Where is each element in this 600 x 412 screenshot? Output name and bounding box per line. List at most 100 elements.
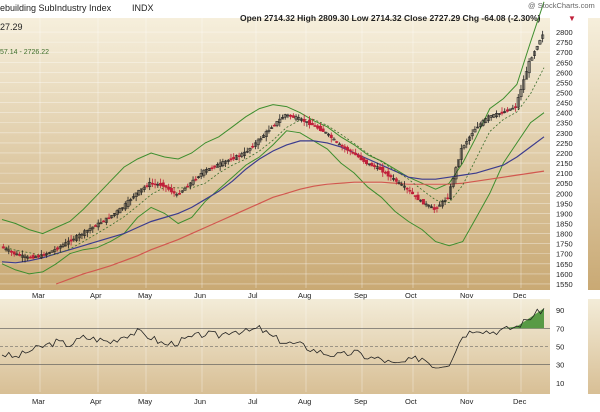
candle-body xyxy=(42,253,46,256)
candle-body xyxy=(430,206,434,209)
month-tick-label: Jul xyxy=(248,291,258,300)
candle-body xyxy=(443,200,447,202)
price-tick-label: 2600 xyxy=(556,68,573,77)
last-value: 27.29 xyxy=(0,22,23,32)
candle-body xyxy=(321,128,325,132)
candle-body xyxy=(129,199,133,202)
candle-body xyxy=(308,120,312,126)
candle-body xyxy=(476,126,480,129)
candle-body xyxy=(305,121,309,123)
candle-body xyxy=(93,225,97,227)
candle-body xyxy=(473,128,477,133)
candle-body xyxy=(408,189,412,192)
candle-body xyxy=(245,150,249,153)
candle-body xyxy=(126,200,130,207)
candle-body xyxy=(497,113,501,115)
candle-body xyxy=(237,155,241,157)
month-tick-label: Dec xyxy=(513,291,527,300)
candle-body xyxy=(538,40,542,45)
candle-body xyxy=(527,60,531,74)
candle-body xyxy=(207,167,211,171)
candle-body xyxy=(83,230,87,236)
candle-body xyxy=(80,233,84,236)
rsi-tick-label: 30 xyxy=(556,361,564,370)
header-exchange: INDX xyxy=(132,3,154,13)
candle-body xyxy=(183,187,187,191)
candle-body xyxy=(470,133,474,137)
candle-body xyxy=(386,171,390,177)
candle-body xyxy=(457,159,461,167)
candle-body xyxy=(191,179,195,185)
candle-body xyxy=(316,125,320,129)
candle-body xyxy=(516,97,520,108)
price-tick-label: 1850 xyxy=(556,220,573,229)
candle-body xyxy=(419,199,423,202)
thumbnail-panel xyxy=(588,18,600,290)
candle-body xyxy=(402,185,406,188)
price-tick-label: 2750 xyxy=(556,38,573,47)
month-tick-label: Aug xyxy=(298,291,311,300)
candle-body xyxy=(142,186,146,190)
candle-body xyxy=(199,173,203,177)
candle-body xyxy=(367,163,371,166)
candle-body xyxy=(47,252,51,254)
candle-body xyxy=(77,234,81,239)
candle-body xyxy=(381,166,385,173)
candle-body xyxy=(167,186,171,190)
candle-body xyxy=(229,158,233,161)
candle-body xyxy=(283,114,287,118)
month-tick-label: Jun xyxy=(194,291,206,300)
candle-body xyxy=(31,255,35,259)
candle-body xyxy=(123,203,127,210)
candle-body xyxy=(267,129,271,132)
candle-body xyxy=(148,181,152,188)
candle-body xyxy=(535,46,539,50)
candle-body xyxy=(156,183,160,186)
candle-body xyxy=(12,251,16,255)
candle-body xyxy=(188,182,192,187)
month-tick-label: Oct xyxy=(405,291,418,300)
candle-body xyxy=(438,204,442,207)
candle-body xyxy=(112,213,116,216)
candle-body xyxy=(20,254,24,258)
price-tick-label: 1550 xyxy=(556,280,573,289)
candle-body xyxy=(329,134,333,139)
rsi-month-tick-label: Jul xyxy=(248,397,258,406)
candle-body xyxy=(449,186,453,199)
price-tick-label: 2650 xyxy=(556,58,573,67)
rsi-month-tick-label: Jun xyxy=(194,397,206,406)
candle-body xyxy=(522,79,526,90)
ma-long-line xyxy=(55,170,545,285)
price-tick-label: 2100 xyxy=(556,169,573,178)
candle-body xyxy=(421,199,425,205)
candle-body xyxy=(137,189,141,196)
candle-body xyxy=(289,114,293,117)
candle-body xyxy=(465,141,469,145)
rsi-tick-label: 50 xyxy=(556,343,564,352)
price-tick-label: 2500 xyxy=(556,89,573,98)
price-tick-label: 2250 xyxy=(556,139,573,148)
flag-symbol: ▼ xyxy=(568,14,576,23)
price-tick-label: 2200 xyxy=(556,149,573,158)
price-tick-label: 2300 xyxy=(556,129,573,138)
rsi-month-tick-label: Aug xyxy=(298,397,311,406)
candle-body xyxy=(451,178,455,187)
rsi-line xyxy=(1,308,545,369)
candle-body xyxy=(313,125,317,127)
candle-body xyxy=(503,111,507,113)
price-tick-label: 2400 xyxy=(556,109,573,118)
candle-body xyxy=(280,117,284,120)
candle-body xyxy=(337,143,341,146)
candle-body xyxy=(259,138,263,141)
price-tick-label: 1650 xyxy=(556,260,573,269)
price-tick-label: 2450 xyxy=(556,99,573,108)
rsi-month-tick-label: Apr xyxy=(90,397,102,406)
candle-body xyxy=(72,238,76,241)
candle-body xyxy=(354,152,358,156)
candle-body xyxy=(53,249,57,252)
rsi-month-tick-label: Oct xyxy=(405,397,418,406)
candle-body xyxy=(446,197,450,200)
month-tick-label: Apr xyxy=(90,291,102,300)
candle-body xyxy=(486,115,490,121)
